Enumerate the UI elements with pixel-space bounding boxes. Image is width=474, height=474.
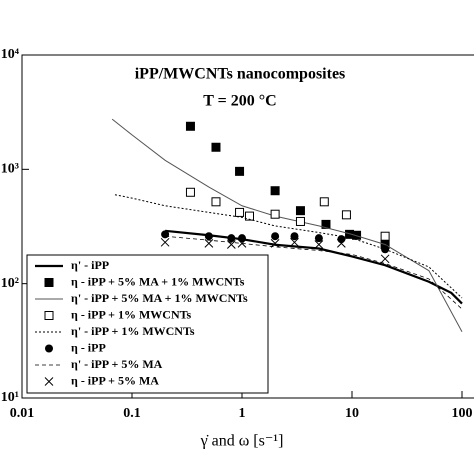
marker (204, 239, 214, 248)
legend-swatch (44, 311, 54, 320)
legend-label: η' - iPP (71, 258, 109, 272)
legend-label: η - iPP + 1% MWCNTs (71, 307, 192, 321)
marker (185, 121, 195, 131)
marker (380, 231, 390, 241)
x-tick-label: 0.1 (123, 406, 141, 421)
marker (314, 234, 323, 243)
x-tick-label: 100 (452, 406, 473, 421)
marker (211, 197, 221, 207)
y-tick-label: 10⁴ (1, 47, 20, 62)
marker (270, 209, 280, 219)
marker (319, 197, 329, 207)
marker (160, 237, 170, 247)
marker (341, 210, 351, 220)
y-tick-label: 10¹ (1, 390, 19, 405)
legend-label: η - iPP + 5% MA (71, 373, 159, 387)
marker (226, 240, 236, 249)
y-tick-label: 10² (1, 276, 19, 291)
chart-subtitle: T = 200 °C (203, 93, 276, 110)
legend-label: η' - iPP + 5% MA + 1% MWCNTs (71, 291, 248, 305)
chart-title: iPP/MWCNTs nanocomposites (135, 66, 346, 83)
marker (271, 232, 280, 241)
marker (204, 232, 213, 241)
legend-label: η - iPP (71, 340, 106, 354)
series-line (165, 235, 463, 310)
marker (270, 186, 280, 196)
legend-box (26, 254, 269, 394)
legend-swatch (45, 344, 53, 353)
marker (161, 230, 170, 239)
marker (336, 239, 346, 248)
marker (381, 245, 390, 254)
marker (245, 211, 255, 221)
marker (295, 216, 305, 226)
y-tick-label: 10³ (1, 162, 19, 177)
legend-label: η' - iPP + 1% MWCNTs (71, 324, 195, 338)
marker (238, 234, 246, 243)
marker (290, 237, 299, 247)
marker (290, 232, 299, 241)
marker (380, 254, 390, 264)
series-line (114, 194, 463, 299)
x-axis-label: γ̇ and ω [s⁻¹] (200, 433, 284, 450)
marker (321, 219, 331, 229)
legend-label: η' - iPP + 5% MA (71, 357, 163, 371)
marker (235, 207, 245, 217)
marker (314, 240, 324, 249)
legend-swatch (44, 278, 54, 287)
marker (185, 187, 195, 197)
legend-swatch (44, 377, 54, 386)
marker (295, 206, 305, 216)
marker (237, 239, 247, 248)
marker (211, 142, 221, 152)
marker (227, 234, 236, 243)
plot-frame (21, 54, 474, 399)
marker (270, 239, 280, 248)
legend-label: η - iPP + 5% MA + 1% MWCNTs (71, 274, 245, 288)
x-tick-label: 0.01 (10, 406, 35, 421)
x-tick-label: 10 (345, 406, 359, 421)
x-tick-label: 1 (239, 406, 246, 421)
marker (235, 166, 245, 176)
marker (337, 235, 346, 244)
